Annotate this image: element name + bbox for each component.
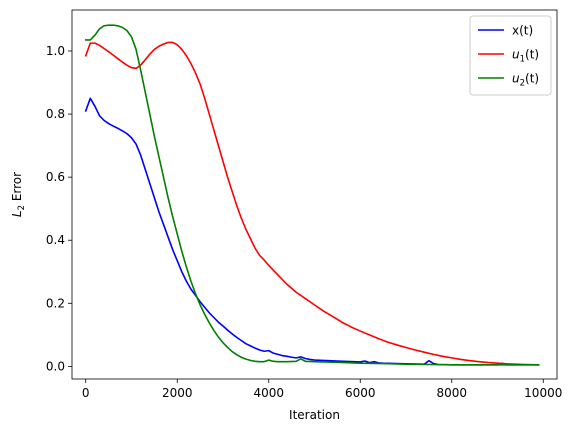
legend-items: x(t)u1(t)u2(t) <box>478 24 539 89</box>
legend-label: x(t) <box>512 24 533 38</box>
axes-frame <box>71 9 558 380</box>
y-tick-label: 0.8 <box>46 107 65 121</box>
x-axis-label: Iteration <box>289 408 340 422</box>
x-tick-label: 4000 <box>253 386 284 400</box>
y-axis-ticks: 0.0 0.2 0.4 0.6 0.8 1.0 <box>46 44 72 373</box>
x-tick-label: 6000 <box>345 386 376 400</box>
legend-label-subscript: 2 <box>520 79 525 89</box>
y-axis-label-base: L <box>10 210 24 217</box>
legend-box <box>469 15 552 96</box>
series-group <box>84 24 540 366</box>
x-tick-label: 2000 <box>162 386 193 400</box>
y-tick-label: 0.6 <box>46 170 65 184</box>
legend-label-rest: (t) <box>525 48 539 62</box>
y-axis-label: L2 Error <box>10 172 27 217</box>
y-axis-label-subscript: 2 <box>17 205 27 210</box>
legend: x(t)u1(t)u2(t) <box>469 15 552 96</box>
legend-label-base: x(t) <box>512 24 533 38</box>
series-line-2 <box>84 24 540 366</box>
y-tick-label: 0.0 <box>46 359 65 373</box>
x-tick-label: 10000 <box>524 386 562 400</box>
y-tick-label: 0.4 <box>46 233 65 247</box>
legend-label-subscript: 1 <box>520 55 525 65</box>
legend-label-rest: (t) <box>525 72 539 86</box>
x-tick-label: 8000 <box>436 386 467 400</box>
y-tick-label: 0.2 <box>46 296 65 310</box>
legend-label-base: u <box>512 72 520 86</box>
x-axis-ticks: 0 2000 4000 6000 8000 10000 <box>82 379 562 400</box>
x-tick-label: 0 <box>82 386 90 400</box>
legend-label-base: u <box>512 48 520 62</box>
legend-label: u2(t) <box>512 72 539 89</box>
legend-label: u1(t) <box>512 48 539 65</box>
y-tick-label: 1.0 <box>46 44 65 58</box>
series-line-1 <box>84 41 540 366</box>
y-axis-label-rest: Error <box>10 172 24 205</box>
